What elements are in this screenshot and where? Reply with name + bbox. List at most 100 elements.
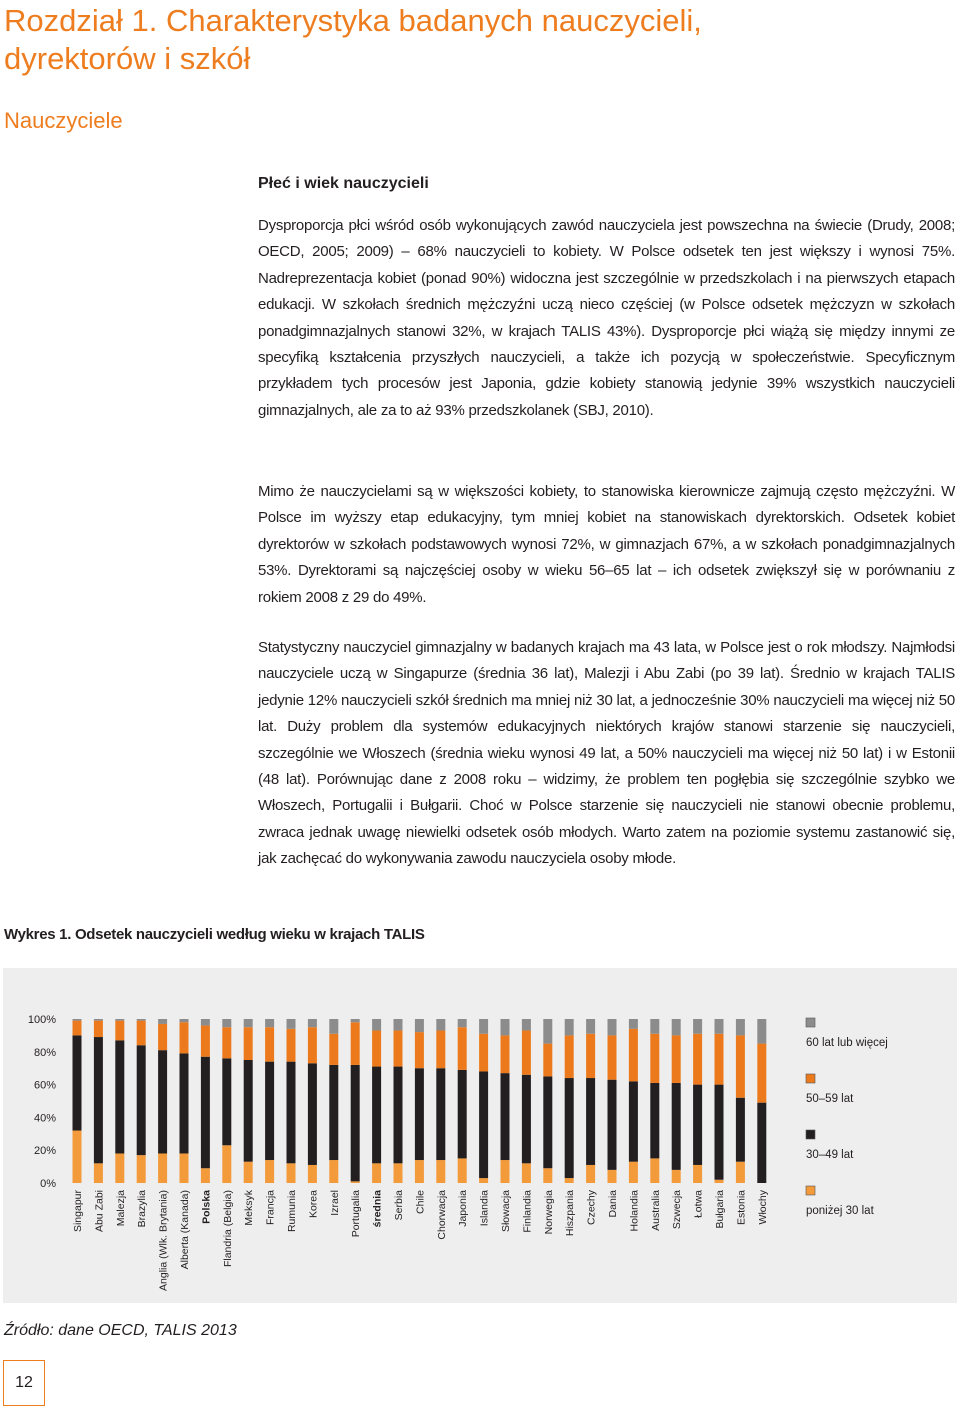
bar-segment: [607, 1035, 617, 1080]
bar-segment: [500, 1019, 510, 1036]
bar-segment: [329, 1064, 339, 1161]
bar-segment: [564, 1019, 574, 1036]
bar-segment: [714, 1033, 724, 1085]
bar-segment: [650, 1019, 660, 1034]
bar-segment: [671, 1035, 681, 1083]
bar-segment: [329, 1019, 339, 1034]
x-tick-label: Malezja: [115, 1190, 127, 1226]
x-tick-label: Meksyk: [243, 1189, 255, 1225]
y-tick-label: 0%: [40, 1178, 56, 1190]
x-tick-label: Szwecja: [671, 1190, 683, 1229]
bar-segment: [158, 1050, 168, 1154]
bar-segment: [179, 1053, 189, 1154]
bar-segment: [286, 1163, 296, 1183]
legend-label: 50–59 lat: [806, 1093, 854, 1105]
bar-segment: [479, 1019, 489, 1034]
bar-segment: [243, 1019, 253, 1028]
x-tick-label: Japonia: [457, 1190, 469, 1227]
bar-segment: [586, 1019, 596, 1034]
chart: 0% 20% 40% 60% 80% 100% Singapur Abu Zabi Malezj…: [3, 968, 957, 1303]
bar-segment: [265, 1027, 275, 1062]
x-tick-label: Korea: [307, 1190, 319, 1218]
x-tick-label: Australia: [650, 1190, 662, 1231]
bar-segment: [414, 1160, 424, 1183]
bar-segment: [243, 1027, 253, 1060]
figure-caption: Wykres 1. Odsetek nauczycieli według wie…: [4, 926, 425, 943]
legend-swatch: [805, 1185, 816, 1196]
x-tick-label: Holandia: [628, 1190, 640, 1232]
subtitle: Nauczyciele: [4, 108, 123, 133]
bar-segment: [607, 1169, 617, 1183]
bar-segment: [200, 1025, 210, 1057]
bar-segment: [479, 1178, 489, 1183]
bar-segment: [329, 1033, 339, 1065]
bar-segment: [628, 1161, 638, 1183]
legend-swatch: [805, 1017, 816, 1028]
bar-segment: [671, 1169, 681, 1183]
bar-segment: [414, 1032, 424, 1069]
bar-segment: [115, 1020, 125, 1041]
x-tick-label: średnia: [372, 1190, 384, 1228]
bar-segment: [222, 1027, 232, 1059]
bar-segment: [671, 1019, 681, 1036]
bar-segment: [136, 1019, 146, 1021]
bar-segment: [521, 1019, 531, 1031]
bar-segment: [757, 1019, 767, 1044]
legend-label: 60 lat lub więcej: [806, 1037, 888, 1049]
x-tick-label: Chile: [414, 1190, 426, 1214]
bar-segment: [265, 1160, 275, 1183]
y-tick-label: 20%: [34, 1145, 56, 1157]
bar-segment: [586, 1164, 596, 1183]
bar-segment: [671, 1082, 681, 1170]
x-tick-label: Flandria (Belgia): [222, 1190, 234, 1267]
bar-segment: [735, 1019, 745, 1036]
x-tick-label: Łotwa: [693, 1190, 705, 1218]
x-tick-label: Islandia: [479, 1190, 491, 1226]
bar-segment: [543, 1168, 553, 1183]
bar-segment: [628, 1019, 638, 1029]
page-number: 12: [3, 1360, 45, 1406]
bar-segment: [436, 1030, 446, 1069]
paragraph: Mimo że nauczycielami są w większości ko…: [258, 483, 955, 606]
bar-segment: [179, 1019, 189, 1023]
bar-segment: [350, 1181, 360, 1183]
y-tick-label: 60%: [34, 1080, 56, 1092]
legend-swatch: [805, 1073, 816, 1084]
y-tick-label: 100%: [28, 1014, 56, 1026]
title-line: Rozdział 1. Charakterystyka badanych nau…: [4, 3, 702, 38]
bar-segment: [479, 1033, 489, 1072]
bar-segment: [179, 1022, 189, 1054]
bar-segment: [200, 1168, 210, 1183]
title-line: dyrektorów i szkół: [4, 41, 251, 76]
bar-segment: [222, 1145, 232, 1183]
bar-segment: [136, 1020, 146, 1046]
bar-segment: [265, 1061, 275, 1161]
bar-segment: [586, 1078, 596, 1165]
bar-segment: [543, 1043, 553, 1077]
bar-segment: [307, 1063, 317, 1165]
x-tick-label: Hiszpania: [564, 1190, 576, 1236]
bar-segment: [500, 1035, 510, 1074]
bar-segment: [521, 1163, 531, 1183]
bar-segment: [115, 1040, 125, 1154]
bar-segment: [307, 1164, 317, 1183]
bar-segment: [265, 1019, 275, 1028]
bar-segment: [414, 1019, 424, 1033]
bar-segment: [650, 1033, 660, 1083]
x-tick-label: Polska: [200, 1190, 212, 1224]
bar-segment: [564, 1035, 574, 1079]
bar-segment: [243, 1161, 253, 1183]
bar-segment: [628, 1081, 638, 1162]
x-tick-label: Słowacja: [500, 1190, 512, 1232]
bar-segment: [500, 1073, 510, 1161]
bar-segment: [372, 1030, 382, 1067]
y-tick-label: 80%: [34, 1047, 56, 1059]
bar-segment: [93, 1037, 103, 1164]
bar-segment: [757, 1043, 767, 1103]
x-tick-label: Alberta (Kanada): [179, 1190, 191, 1269]
bar-segment: [650, 1158, 660, 1183]
bar-segment: [436, 1068, 446, 1161]
x-tick-label: Bułgaria: [714, 1190, 726, 1229]
bar-segment: [372, 1163, 382, 1183]
paragraph: Statystyczny nauczyciel gimnazjalny w ba…: [258, 639, 955, 868]
